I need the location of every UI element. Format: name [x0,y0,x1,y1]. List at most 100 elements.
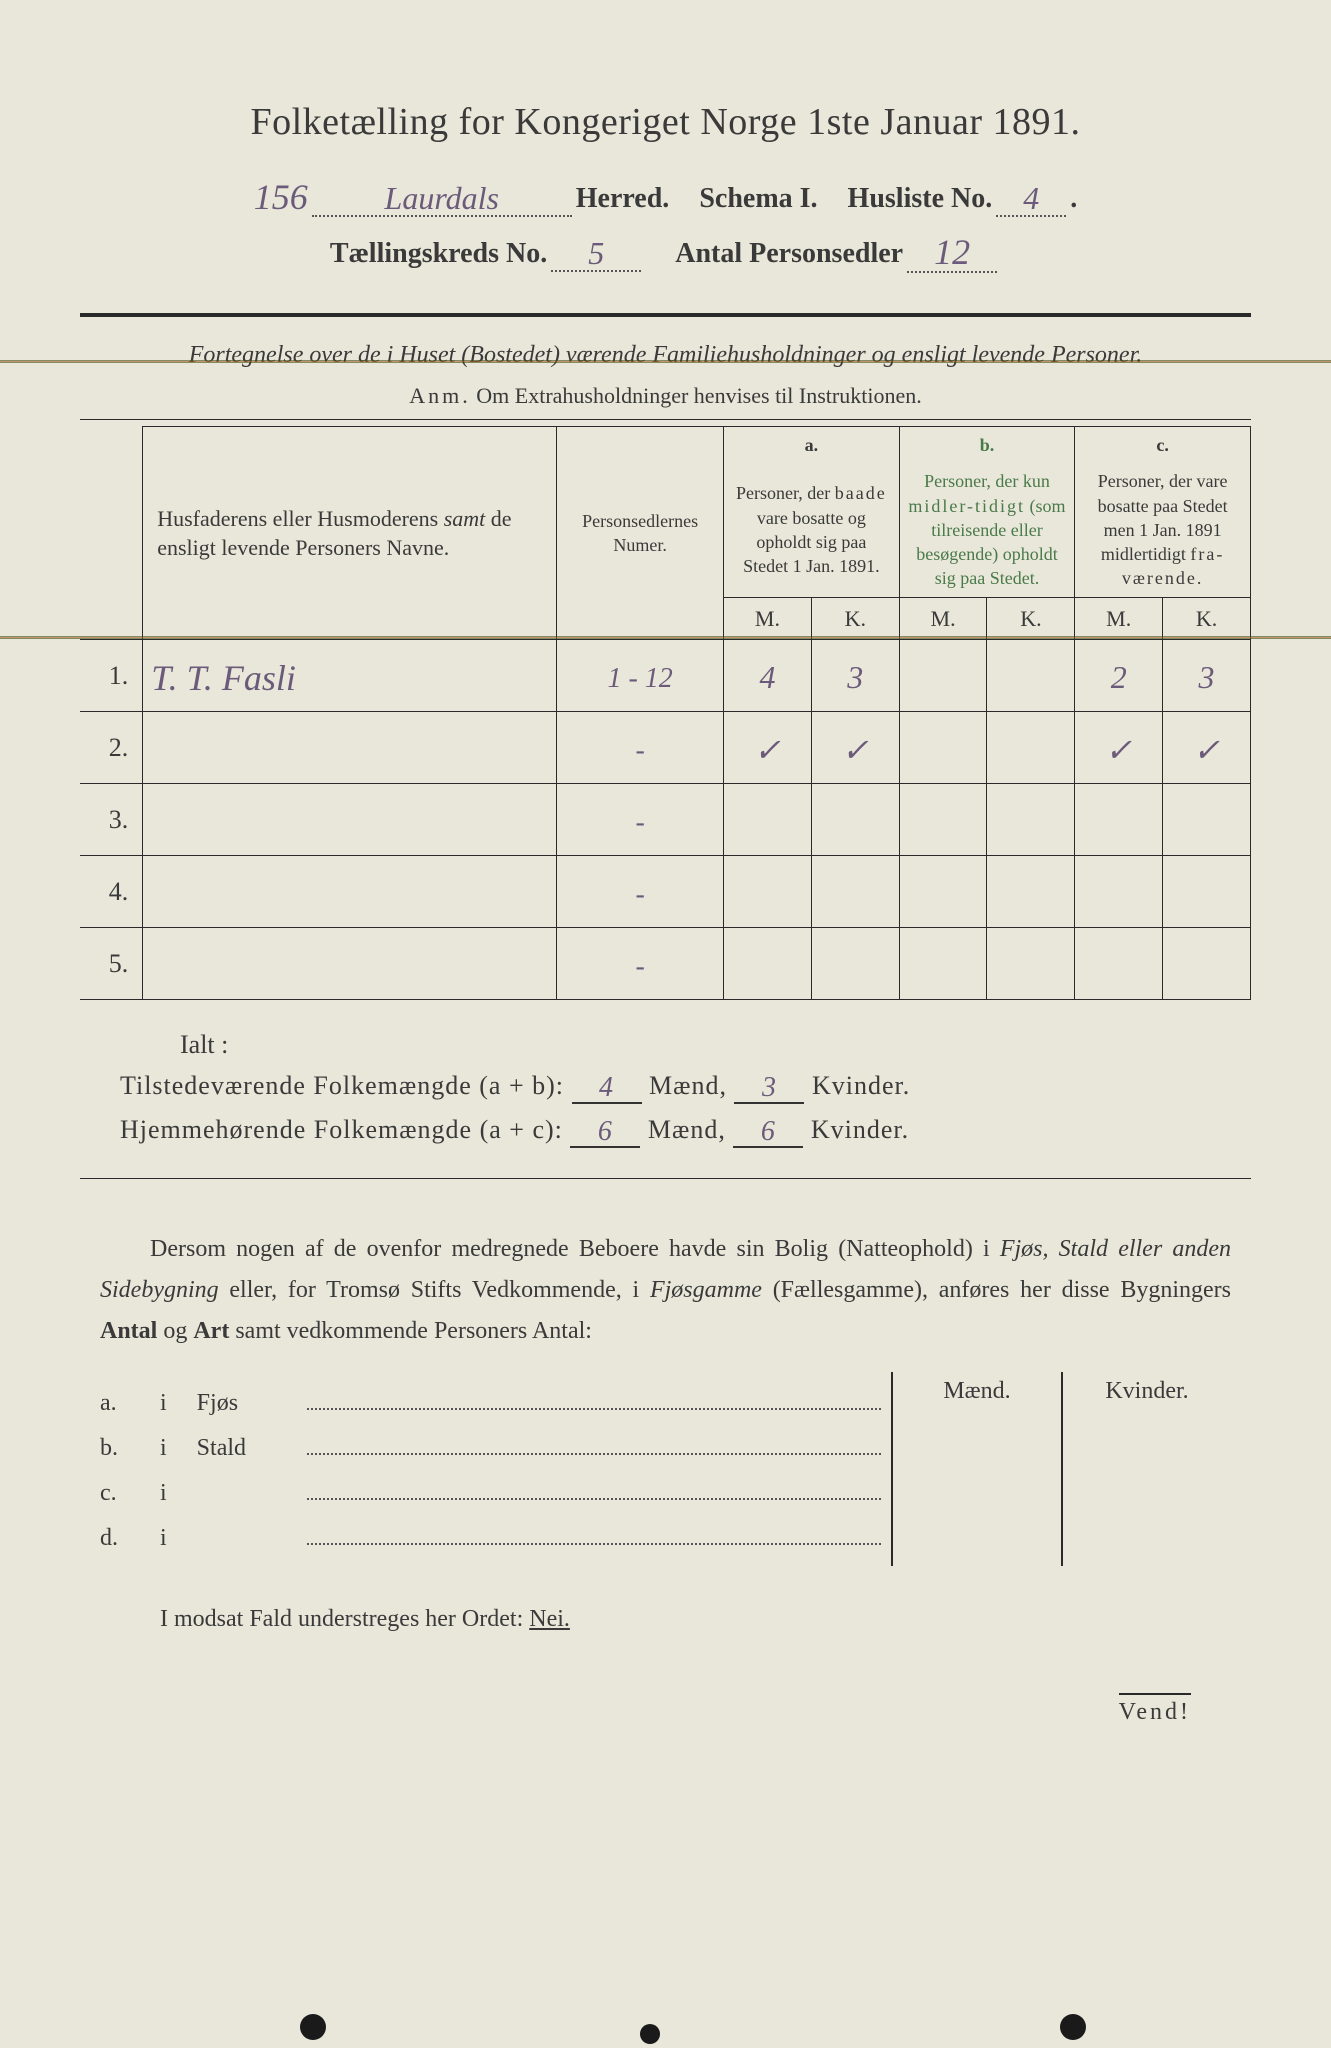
col-b-m: M. [899,597,987,640]
scan-artifact [0,636,1331,639]
cell-b-k [987,856,1075,928]
cell-c-m [1075,928,1163,1000]
herred-name: Laurdals [385,180,499,216]
cell-b-m [899,640,987,712]
col-b-heading: b. [899,427,1075,464]
cell-c-k [1163,856,1251,928]
row-i: i [160,1525,167,1552]
col-a-heading: a. [724,427,900,464]
present-women: 3 [762,1072,777,1103]
col-c-text: Personer, der vare bosatte paa Stedet me… [1075,463,1251,597]
person-name [143,712,557,784]
col-maend: Mænd. [893,1372,1063,1566]
scan-artifact [0,360,1331,363]
divider-thin [80,1178,1251,1179]
census-form-page: Folketælling for Kongeriget Norge 1ste J… [0,0,1331,2048]
husliste-no: 4 [1023,180,1039,216]
sedler-range: - [557,712,724,784]
row-letter: d. [100,1525,160,1552]
sedler-range: - [557,784,724,856]
cell-c-k [1163,928,1251,1000]
person-name [143,784,557,856]
col-a-text: Personer, der baade vare bosatte og opho… [724,463,900,597]
ialt-label: Ialt : [180,1030,1251,1060]
cell-a-m [724,784,812,856]
building-row: d.i [100,1521,891,1552]
cell-b-m [899,712,987,784]
table-row: 4.- [80,856,1251,928]
summary-resident: Hjemmehørende Folkemængde (a + c): 6 Mæn… [120,1114,1251,1148]
col-sedler-heading: Personsedlernes Numer. [557,427,724,640]
cell-a-k: ✓ [811,712,899,784]
district-number: 156 [254,176,308,218]
building-table: a.iFjøsb.iStaldc.id.i Mænd. Kvinder. [100,1372,1231,1566]
row-letter: c. [100,1480,160,1507]
cell-b-k [987,928,1075,1000]
paragraph-dwelling: Dersom nogen af de ovenfor medregnede Be… [100,1229,1231,1351]
punch-hole [1060,2014,1086,2040]
col-c-m: M. [1075,597,1163,640]
personsedler-label: Antal Personsedler [675,238,903,270]
cell-a-m: 4 [724,640,812,712]
row-i: i [160,1390,167,1417]
table-row: 1.T. T. Fasli1 - 124323 [80,640,1251,712]
row-letter: a. [100,1390,160,1417]
cell-a-m: ✓ [724,712,812,784]
table-row: 3. - [80,784,1251,856]
cell-a-k [811,856,899,928]
dotted-line [307,1431,881,1455]
kreds-label: Tællingskreds No. [330,238,547,270]
cell-c-m: ✓ [1075,712,1163,784]
subtitle: Fortegnelse over de i Huset (Bostedet) v… [80,337,1251,373]
personsedler-count: 12 [934,232,970,272]
resident-men: 6 [598,1116,613,1147]
divider [80,313,1251,317]
row-letter: b. [100,1435,160,1462]
col-c-heading: c. [1075,427,1251,464]
kreds-no: 5 [588,235,604,271]
building-type: Fjøs [197,1390,297,1417]
cell-c-k [1163,784,1251,856]
cell-c-k: ✓ [1163,712,1251,784]
cell-a-k [811,784,899,856]
punch-hole [300,2014,326,2040]
nei-word: Nei. [529,1606,570,1632]
row-i: i [160,1435,167,1462]
cell-c-m: 2 [1075,640,1163,712]
header-line-1: 156 Laurdals Herred. Schema I. Husliste … [80,174,1251,217]
census-table: Husfaderens eller Husmoderens samt de en… [80,426,1251,1000]
anm-prefix: Anm. [409,383,471,408]
modsat-line: I modsat Fald understreges her Ordet: Ne… [160,1606,1231,1633]
cell-b-k [987,712,1075,784]
schema-label: Schema I. [699,183,817,215]
dotted-line [307,1521,881,1545]
col-a-m: M. [724,597,812,640]
cell-b-k [987,784,1075,856]
row-number: 5. [80,928,143,1000]
anm-note: Anm. Om Extrahusholdninger henvises til … [80,383,1251,409]
herred-label: Herred. [576,183,670,215]
table-row: 5. - [80,928,1251,1000]
building-type: Stald [197,1435,297,1462]
cell-c-k: 3 [1163,640,1251,712]
punch-hole [640,2024,660,2044]
page-title: Folketælling for Kongeriget Norge 1ste J… [80,100,1251,144]
cell-b-m [899,856,987,928]
col-names-heading: Husfaderens eller Husmoderens samt de en… [143,427,557,640]
row-number: 2. [80,712,143,784]
cell-a-k [811,928,899,1000]
summary-present: Tilstedeværende Folkemængde (a + b): 4 M… [120,1070,1251,1104]
header-line-2: Tællingskreds No. 5 Antal Personsedler 1… [80,229,1251,273]
sedler-range: - [557,928,724,1000]
col-a-k: K. [811,597,899,640]
present-men: 4 [599,1072,614,1103]
sedler-range: - [557,856,724,928]
cell-a-m [724,928,812,1000]
col-c-k: K. [1163,597,1251,640]
building-row: b.i Stald [100,1431,891,1462]
cell-c-m [1075,856,1163,928]
cell-b-m [899,784,987,856]
cell-c-m [1075,784,1163,856]
row-number: 3. [80,784,143,856]
cell-b-m [899,928,987,1000]
